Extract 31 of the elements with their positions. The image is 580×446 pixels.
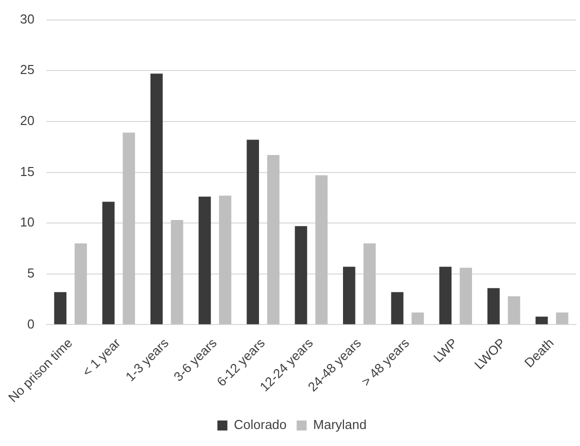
bar — [363, 243, 376, 324]
bar — [343, 266, 356, 324]
y-tick-label: 20 — [20, 113, 34, 128]
bar — [102, 202, 115, 324]
bar — [391, 292, 404, 324]
bar — [294, 226, 308, 324]
bar — [150, 74, 163, 324]
legend-label: Maryland — [313, 417, 367, 432]
bar — [439, 266, 452, 324]
bar — [198, 196, 211, 324]
bar — [556, 312, 568, 324]
y-tick-label: 5 — [27, 265, 34, 280]
bar — [315, 175, 328, 324]
bar — [460, 268, 472, 324]
bar — [54, 292, 66, 324]
bar — [170, 220, 184, 324]
bar — [412, 312, 424, 324]
legend-label: Colorado — [234, 417, 287, 432]
bar — [487, 288, 500, 324]
bar — [122, 132, 136, 324]
bar — [508, 296, 520, 324]
bar — [536, 316, 548, 324]
y-tick-label: 0 — [27, 316, 34, 332]
bar — [246, 140, 259, 324]
bar — [267, 154, 280, 324]
bar — [74, 243, 87, 324]
y-tick-label: 30 — [20, 11, 34, 26]
y-tick-label: 25 — [20, 62, 34, 78]
y-tick-label: 15 — [20, 164, 34, 179]
y-tick-label: 10 — [20, 214, 34, 230]
bar — [219, 196, 232, 324]
